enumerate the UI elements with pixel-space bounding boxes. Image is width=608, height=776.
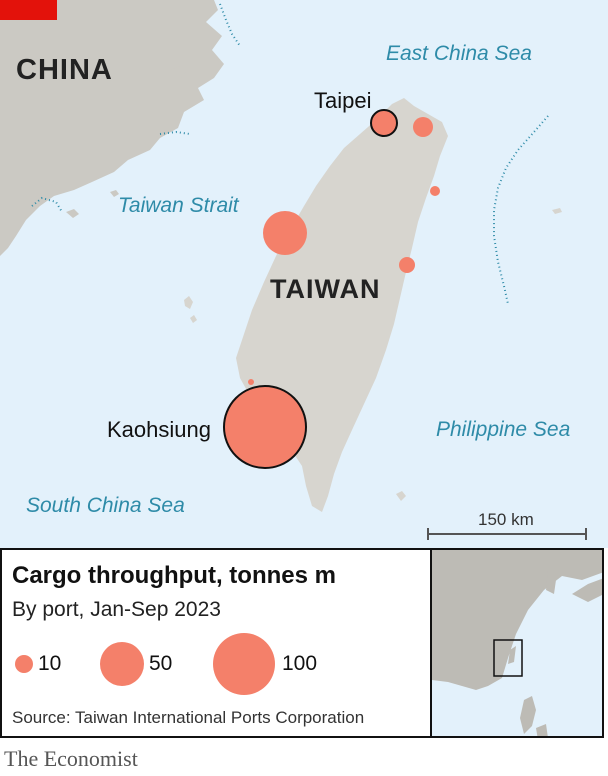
- port-suao-bubble: [430, 186, 440, 196]
- scale-bar: [427, 528, 587, 540]
- port-taichung-bubble: [263, 211, 307, 255]
- legend-size-key: [15, 633, 275, 695]
- philippine-sea-label: Philippine Sea: [436, 418, 571, 441]
- inset-philippines: [520, 696, 548, 736]
- legend-title: Cargo throughput, tonnes m: [12, 562, 336, 589]
- inset-highlight-box: [493, 639, 523, 677]
- legend-panel: Cargo throughput, tonnes m By port, Jan-…: [0, 548, 432, 738]
- china-island: [170, 66, 186, 79]
- china-landmass: [0, 0, 224, 256]
- port-anping-bubble: [248, 379, 254, 385]
- port-taipei-bubble: [370, 109, 398, 137]
- map-canvas: [0, 0, 587, 540]
- legend-circle-10: [15, 655, 33, 673]
- legend-label-10: 10: [38, 652, 62, 675]
- green-island: [396, 491, 406, 501]
- china-label: CHINA: [16, 54, 113, 86]
- scale-label: 150 km: [478, 510, 534, 529]
- china-island: [110, 190, 119, 197]
- inset-asia-landmass: [432, 550, 602, 690]
- inset-taiwan: [508, 646, 516, 664]
- economist-brand: The Economist: [4, 746, 138, 771]
- penghu-islands: [184, 296, 197, 323]
- kaohsiung-label: Kaohsiung: [107, 417, 211, 442]
- maritime-boundary-line: [159, 130, 191, 135]
- inset-canvas: [432, 550, 602, 736]
- map-panel: CHINA TAIWAN East China Sea Taiwan Strai…: [0, 0, 608, 548]
- maritime-boundary-line: [219, 3, 241, 47]
- legend-label-50: 50: [149, 652, 173, 675]
- taiwan-strait-label: Taiwan Strait: [118, 194, 239, 217]
- maritime-boundary-line: [31, 196, 63, 213]
- maritime-boundary-line: [493, 115, 549, 305]
- east-china-sea-label: East China Sea: [386, 42, 532, 65]
- china-island: [66, 209, 79, 218]
- taiwan-label: TAIWAN: [270, 274, 381, 304]
- south-china-sea-label: South China Sea: [26, 494, 185, 517]
- port-kaohsiung-bubble: [223, 385, 307, 469]
- brand-red-tag: [0, 0, 57, 20]
- legend-subtitle: By port, Jan-Sep 2023: [12, 598, 221, 621]
- yonaguni-island: [552, 208, 562, 214]
- port-keelung-bubble: [413, 117, 433, 137]
- locator-inset-map: [432, 548, 604, 738]
- source-note: Source: Taiwan International Ports Corpo…: [12, 708, 365, 727]
- port-hualien-bubble: [399, 257, 415, 273]
- legend-circle-100: [213, 633, 275, 695]
- legend-circle-50: [100, 642, 144, 686]
- legend-label-100: 100: [282, 652, 318, 675]
- inset-korea-japan: [546, 570, 602, 602]
- taipei-label: Taipei: [314, 88, 372, 113]
